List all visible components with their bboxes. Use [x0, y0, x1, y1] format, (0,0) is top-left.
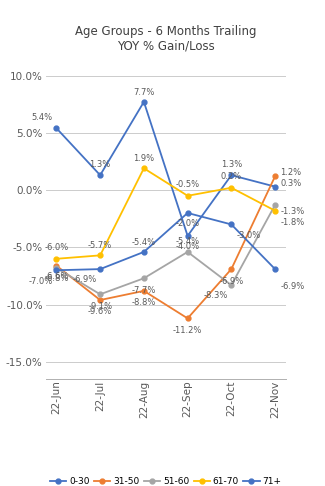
61-70 [55, 256, 58, 261]
Text: 7.7%: 7.7% [133, 87, 155, 97]
51-60 [55, 265, 58, 271]
0-30 [55, 125, 58, 131]
61-70 [273, 208, 277, 214]
Text: -6.9%: -6.9% [72, 276, 97, 284]
51-60 [273, 202, 277, 208]
Text: 5.4%: 5.4% [32, 113, 53, 122]
Text: -9.1%: -9.1% [88, 302, 112, 311]
51-60 [229, 282, 233, 288]
71+ [55, 267, 58, 273]
Title: Age Groups - 6 Months Trailing
YOY % Gain/Loss: Age Groups - 6 Months Trailing YOY % Gai… [75, 25, 256, 53]
61-70 [98, 252, 102, 258]
51-60 [142, 276, 146, 281]
Text: -1.3%: -1.3% [280, 207, 305, 216]
71+ [142, 249, 146, 255]
Text: -5.4%: -5.4% [176, 237, 200, 245]
Text: 1.3%: 1.3% [89, 160, 111, 169]
0-30 [142, 99, 146, 105]
Text: -2.0%: -2.0% [176, 219, 200, 228]
0-30 [273, 184, 277, 190]
31-50 [55, 263, 58, 269]
Text: -6.6%: -6.6% [44, 272, 69, 281]
Text: -5.4%: -5.4% [132, 238, 156, 247]
Text: -0.5%: -0.5% [176, 180, 200, 190]
61-70 [142, 165, 146, 171]
Text: -6.9%: -6.9% [280, 282, 305, 292]
Text: 1.3%: 1.3% [221, 160, 242, 169]
Line: 31-50: 31-50 [54, 174, 278, 321]
Text: -9.6%: -9.6% [88, 308, 112, 316]
Text: -3.0%: -3.0% [237, 231, 261, 240]
31-50 [229, 266, 233, 272]
Line: 0-30: 0-30 [54, 100, 278, 238]
Line: 51-60: 51-60 [54, 203, 278, 297]
Text: 1.2%: 1.2% [280, 168, 302, 177]
Text: -7.7%: -7.7% [132, 286, 156, 295]
31-50 [186, 315, 189, 321]
Text: -1.8%: -1.8% [280, 218, 305, 226]
0-30 [98, 172, 102, 178]
Text: 0.3%: 0.3% [280, 179, 302, 188]
31-50 [142, 288, 146, 294]
Line: 71+: 71+ [54, 210, 278, 273]
Text: -5.7%: -5.7% [88, 241, 112, 250]
31-50 [273, 174, 277, 179]
71+ [186, 210, 189, 216]
Text: -6.9%: -6.9% [219, 277, 243, 286]
Text: -4.0%: -4.0% [176, 242, 200, 251]
Text: -8.8%: -8.8% [132, 298, 156, 307]
0-30 [186, 233, 189, 239]
61-70 [186, 193, 189, 199]
51-60 [186, 249, 189, 255]
31-50 [98, 297, 102, 303]
71+ [229, 222, 233, 227]
0-30 [229, 172, 233, 178]
Text: -11.2%: -11.2% [173, 326, 202, 335]
Text: -6.0%: -6.0% [44, 243, 69, 253]
Legend: 0-30, 31-50, 51-60, 61-70, 71+: 0-30, 31-50, 51-60, 61-70, 71+ [46, 473, 285, 486]
51-60 [98, 292, 102, 297]
Text: -8.3%: -8.3% [203, 292, 228, 300]
Text: 0.2%: 0.2% [221, 173, 242, 181]
Line: 61-70: 61-70 [54, 166, 278, 261]
71+ [273, 266, 277, 272]
Text: -7.0%: -7.0% [29, 277, 53, 286]
Text: 1.9%: 1.9% [133, 154, 154, 163]
61-70 [229, 185, 233, 191]
71+ [98, 266, 102, 272]
Text: -6.8%: -6.8% [44, 274, 69, 283]
